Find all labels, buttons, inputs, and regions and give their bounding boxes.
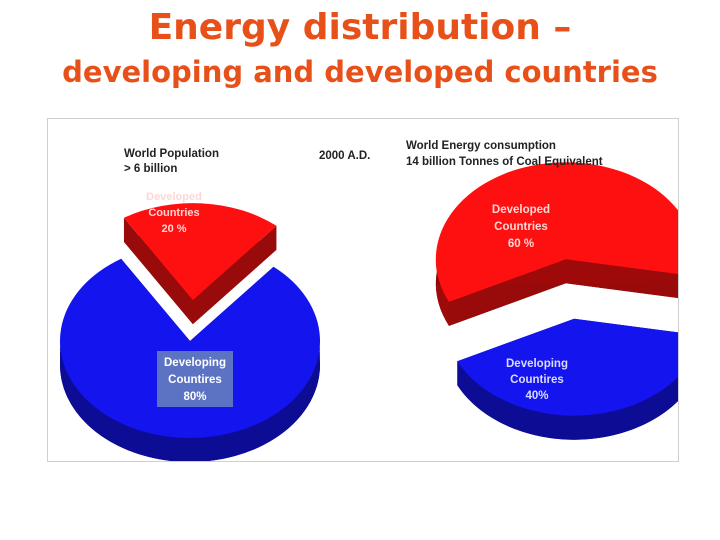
energy-developed-line1: Developed xyxy=(492,204,550,216)
year-annotation: 2000 A.D. xyxy=(319,150,370,162)
population-developed-slice-edge-0 xyxy=(192,225,277,325)
energy-developing-label: Developing Countires 40% xyxy=(506,358,568,402)
population-developing-slice xyxy=(60,258,321,438)
energy-developing-slice xyxy=(457,318,678,416)
population-developing-label-box xyxy=(157,351,233,407)
population-chart-subtitle: > 6 billion xyxy=(124,163,177,175)
population-developing-label: Developing Countires 80% xyxy=(164,357,226,403)
population-developing-line2: Countires xyxy=(168,374,222,386)
pie-charts-figure: World Population > 6 billion 2000 A.D. W… xyxy=(47,118,679,462)
pie-slices-layer xyxy=(60,162,678,461)
slide-title-line1: Energy distribution – xyxy=(148,7,572,48)
population-developed-slice xyxy=(123,203,277,301)
population-developed-label: Developed Countries 20 % xyxy=(146,191,202,235)
energy-developed-label: Developed Countries 60 % xyxy=(492,204,550,250)
population-developed-slice-edge-1 xyxy=(123,217,193,325)
population-developed-line1: Developed xyxy=(146,191,202,203)
energy-developed-slice xyxy=(435,162,678,302)
population-developing-value: 80% xyxy=(183,391,206,403)
population-developing-slice-side xyxy=(60,340,320,461)
energy-chart-subtitle: 14 billion Tonnes of Coal Equivalent xyxy=(406,156,603,168)
population-developed-value: 20 % xyxy=(161,223,186,235)
population-developed-line2: Countries xyxy=(148,207,199,219)
energy-developed-line2: Countries xyxy=(494,221,548,233)
slide-title-line2: developing and developed countries xyxy=(62,55,658,89)
energy-developing-slice-side xyxy=(457,361,678,440)
energy-developing-value: 40% xyxy=(525,390,548,402)
energy-developing-line1: Developing xyxy=(506,358,568,370)
population-developing-line1: Developing xyxy=(164,357,226,369)
pie-charts-svg: World Population > 6 billion 2000 A.D. W… xyxy=(60,140,678,461)
energy-developed-value: 60 % xyxy=(508,238,534,250)
energy-chart-title: World Energy consumption xyxy=(406,140,556,152)
energy-developing-line2: Countires xyxy=(510,374,564,386)
population-chart-title: World Population xyxy=(124,148,219,160)
